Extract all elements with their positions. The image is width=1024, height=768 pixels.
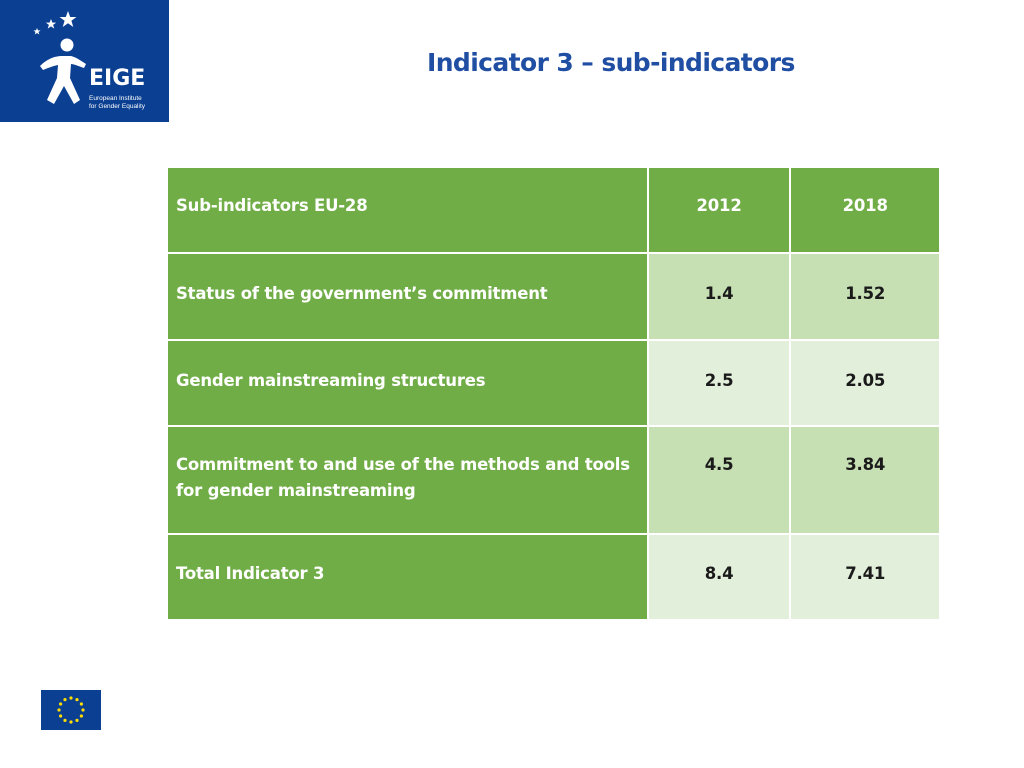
value-2012: 8.4	[646, 533, 792, 621]
eu-flag-star	[75, 698, 79, 702]
eige-subtitle-line1: European Institute	[89, 95, 142, 102]
header-year-2018: 2018	[789, 166, 941, 254]
eu-flag-star	[59, 714, 63, 718]
row-label: Total Indicator 3	[166, 533, 649, 621]
eu-flag-star	[69, 720, 73, 724]
value-2018: 3.84	[789, 425, 941, 535]
row-label: Gender mainstreaming structures	[166, 339, 649, 427]
eu-flag-star	[63, 718, 67, 722]
row-label: Commitment to and use of the methods and…	[166, 425, 649, 535]
table-header-row: Sub-indicators EU-28 2012 2018	[166, 166, 941, 254]
eu-flag-star	[81, 708, 85, 712]
eige-logo: EIGE European Institute for Gender Equal…	[0, 0, 169, 122]
eu-flag-star	[57, 708, 61, 712]
value-2018: 1.52	[789, 252, 941, 341]
header-year-2012: 2012	[646, 166, 792, 254]
value-2018: 7.41	[789, 533, 941, 621]
value-2012: 2.5	[646, 339, 792, 427]
table-row: Gender mainstreaming structures 2.5 2.05	[166, 339, 941, 427]
eige-subtitle-line2: for Gender Equality	[89, 102, 146, 110]
eu-flag-star	[59, 702, 63, 706]
header-label: Sub-indicators EU-28	[166, 166, 649, 254]
table-row: Total Indicator 3 8.4 7.41	[166, 533, 941, 621]
eu-flag-star	[75, 718, 79, 722]
sub-indicators-table: Sub-indicators EU-28 2012 2018 Status of…	[166, 166, 941, 621]
eu-flag-icon	[41, 690, 101, 730]
eu-flag-star	[69, 696, 73, 700]
slide-title: Indicator 3 – sub-indicators	[427, 48, 795, 77]
eige-name: EIGE	[89, 66, 146, 91]
value-2012: 4.5	[646, 425, 792, 535]
eige-figure-icon	[33, 11, 86, 104]
eige-subtitle: European Institute for Gender Equality	[89, 95, 165, 110]
table-row: Status of the government’s commitment 1.…	[166, 252, 941, 341]
row-label: Status of the government’s commitment	[166, 252, 649, 341]
eu-flag-star	[79, 714, 83, 718]
eu-flag-star	[63, 698, 67, 702]
value-2012: 1.4	[646, 252, 792, 341]
table-row: Commitment to and use of the methods and…	[166, 425, 941, 535]
eu-flag-star	[79, 702, 83, 706]
value-2018: 2.05	[789, 339, 941, 427]
